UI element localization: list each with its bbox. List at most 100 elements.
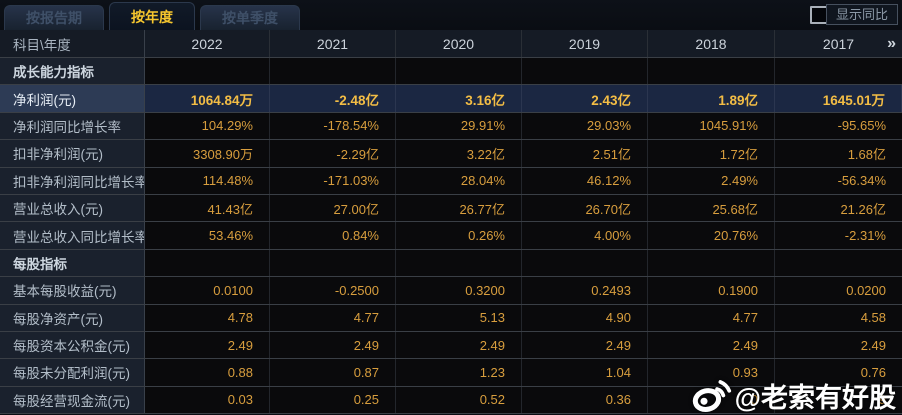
value-cell: -178.54% [270,112,396,140]
value-cell: 0.3200 [396,277,522,304]
value-cell: 4.00% [522,222,648,249]
value-cell: 1.04 [522,359,648,386]
value-cell: 104.29% [145,112,270,140]
value-cell: -56.34% [775,167,902,194]
value-cell: 2.49 [648,331,775,359]
value-cell: 53.46% [145,222,270,249]
tab-by-report-period[interactable]: 按报告期 [4,5,104,30]
value-cell: 1.23 [396,359,522,386]
value-cell: 28.04% [396,167,522,194]
year-header-2021: 2021 [270,30,396,57]
value-cell: 25.68亿 [648,194,775,222]
value-cell: -171.03% [270,167,396,194]
value-cell: 1045.91% [648,112,775,140]
year-header-2018: 2018 [648,30,775,57]
show-yoy-label[interactable]: 显示同比 [825,4,898,25]
table-row-deducted-net-profit[interactable]: 扣非净利润(元) 3308.90万 -2.29亿 3.22亿 2.51亿 1.7… [0,140,902,168]
value-cell: 1645.01万 [775,85,902,112]
value-cell: 1.89亿 [648,85,775,112]
value-cell: 0.03 [145,386,270,414]
value-cell: 29.91% [396,112,522,140]
metric-label: 每股未分配利润(元) [0,359,145,386]
section-row-growth: 成长能力指标 [0,58,902,86]
metric-label: 扣非净利润同比增长率 [0,167,145,194]
value-cell: -2.48亿 [270,85,396,112]
year-header-2022: 2022 [145,30,270,57]
table-row-net-profit-yoy[interactable]: 净利润同比增长率 104.29% -178.54% 29.91% 29.03% … [0,112,902,141]
metric-label: 净利润(元) [0,85,145,112]
value-cell: 114.48% [145,167,270,194]
year-header-2020: 2020 [396,30,522,57]
value-cell: 0.87 [270,359,396,386]
value-cell: 4.77 [648,304,775,331]
metric-label: 扣非净利润(元) [0,140,145,167]
corner-header: 科目\年度 [0,30,145,57]
value-cell: 0.93 [648,359,775,386]
section-title: 成长能力指标 [0,58,145,85]
value-cell: 0 [648,386,775,414]
tab-by-single-quarter[interactable]: 按单季度 [200,5,300,30]
table-row-total-revenue[interactable]: 营业总收入(元) 41.43亿 27.00亿 26.77亿 26.70亿 25.… [0,194,902,223]
value-cell: -95.65% [775,112,902,140]
value-cell: 29.03% [522,112,648,140]
value-cell: 2.51亿 [522,140,648,167]
value-cell: 0.36 [522,386,648,414]
value-cell: -2.29亿 [270,140,396,167]
value-cell: 0.0100 [145,277,270,304]
value-cell: 2.49% [648,167,775,194]
table-row-deducted-net-profit-yoy[interactable]: 扣非净利润同比增长率 114.48% -171.03% 28.04% 46.12… [0,167,902,195]
value-cell: 1.72亿 [648,140,775,167]
value-cell: 4.90 [522,304,648,331]
year-header-2017: 2017 » [775,30,902,57]
value-cell: 2.49 [775,331,902,359]
section-row-per-share: 每股指标 [0,249,902,278]
value-cell: 2.43亿 [522,85,648,112]
value-cell: 3.22亿 [396,140,522,167]
value-cell: 27.00亿 [270,194,396,222]
value-cell: 2.49 [522,331,648,359]
tab-by-year[interactable]: 按年度 [109,2,195,30]
value-cell: 41.43亿 [145,194,270,222]
value-cell: -0.2500 [270,277,396,304]
period-tab-bar: 按报告期 按年度 按单季度 显示同比 [0,0,902,30]
value-cell: 0.88 [145,359,270,386]
value-cell: 0.0200 [775,277,902,304]
value-cell: 3.16亿 [396,85,522,112]
value-cell: 2.49 [396,331,522,359]
value-cell: 0.1900 [648,277,775,304]
section-title: 每股指标 [0,249,145,277]
value-cell: 26.70亿 [522,194,648,222]
table-row-undistributed-profit-per-share[interactable]: 每股未分配利润(元) 0.88 0.87 1.23 1.04 0.93 0.76 [0,359,902,387]
value-cell: -2.31% [775,222,902,249]
value-cell: 9 [775,386,902,414]
value-cell: 0.76 [775,359,902,386]
financial-metrics-table: 科目\年度 2022 2021 2020 2019 2018 2017 » 成长… [0,30,902,415]
table-row-operating-cashflow-per-share[interactable]: 每股经营现金流(元) 0.03 0.25 0.52 0.36 0 9 [0,386,902,415]
value-cell: 4.77 [270,304,396,331]
value-cell: 1.68亿 [775,140,902,167]
value-cell: 26.77亿 [396,194,522,222]
value-cell: 21.26亿 [775,194,902,222]
value-cell: 2.49 [145,331,270,359]
table-row-net-profit[interactable]: 净利润(元) 1064.84万 -2.48亿 3.16亿 2.43亿 1.89亿… [0,85,902,113]
metric-label: 每股资本公积金(元) [0,331,145,359]
value-cell: 4.58 [775,304,902,331]
metric-label: 营业总收入同比增长率 [0,222,145,249]
more-columns-icon[interactable]: » [887,34,896,52]
metric-label: 每股净资产(元) [0,304,145,331]
value-cell: 1064.84万 [145,85,270,112]
table-row-capital-reserve-per-share[interactable]: 每股资本公积金(元) 2.49 2.49 2.49 2.49 2.49 2.49 [0,331,902,360]
value-cell: 0.52 [396,386,522,414]
table-row-net-asset-per-share[interactable]: 每股净资产(元) 4.78 4.77 5.13 4.90 4.77 4.58 [0,304,902,332]
value-cell: 5.13 [396,304,522,331]
year-label: 2017 [822,35,855,52]
metric-label: 基本每股收益(元) [0,277,145,304]
value-cell: 46.12% [522,167,648,194]
table-row-total-revenue-yoy[interactable]: 营业总收入同比增长率 53.46% 0.84% 0.26% 4.00% 20.7… [0,222,902,250]
table-row-basic-eps[interactable]: 基本每股收益(元) 0.0100 -0.2500 0.3200 0.2493 0… [0,277,902,305]
value-cell: 0.2493 [522,277,648,304]
metric-label: 每股经营现金流(元) [0,386,145,414]
value-cell: 0.26% [396,222,522,249]
value-cell: 3308.90万 [145,140,270,167]
value-cell: 20.76% [648,222,775,249]
